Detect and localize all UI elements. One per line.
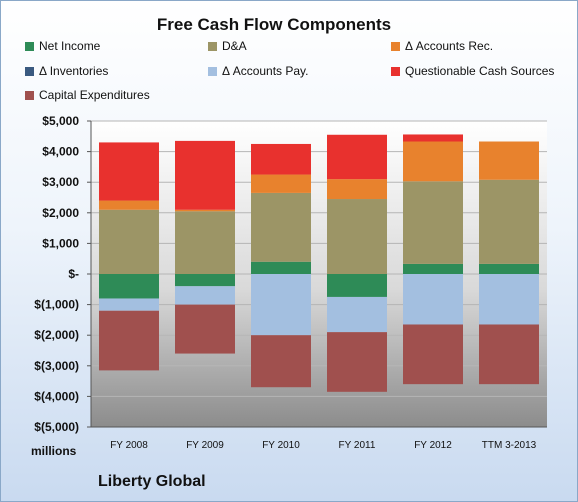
legend-label-accounts-pay: Δ Accounts Pay. bbox=[222, 64, 309, 78]
bar-segment bbox=[251, 192, 311, 262]
bar-segment bbox=[403, 274, 463, 325]
bar-segment bbox=[99, 298, 159, 311]
bar-segment bbox=[251, 274, 311, 336]
x-tick-label: FY 2012 bbox=[414, 440, 452, 451]
legend-item-net-income: Net Income bbox=[25, 39, 100, 53]
legend-item-accounts-pay: Δ Accounts Pay. bbox=[208, 64, 309, 78]
y-tick-label: $(4,000) bbox=[34, 389, 79, 403]
legend-swatch-accounts-pay bbox=[208, 66, 217, 76]
bar-segment bbox=[479, 141, 539, 180]
bar-segment bbox=[327, 296, 387, 333]
bar-segment bbox=[327, 332, 387, 392]
legend-item-questionable-cash: Questionable Cash Sources bbox=[391, 64, 554, 78]
bar-segment bbox=[327, 134, 387, 180]
bar-segment bbox=[251, 143, 311, 175]
legend-swatch-net-income bbox=[25, 41, 34, 51]
bar-segment bbox=[403, 263, 463, 274]
y-tick-label: $2,000 bbox=[42, 206, 79, 220]
x-tick-label: FY 2009 bbox=[186, 440, 224, 451]
y-tick-label: $- bbox=[68, 267, 79, 281]
legend-swatch-accounts-rec bbox=[391, 41, 400, 51]
legend-item-capex: Capital Expenditures bbox=[25, 88, 150, 102]
x-tick-label: FY 2008 bbox=[110, 440, 148, 451]
legend-label-questionable-cash: Questionable Cash Sources bbox=[405, 64, 555, 78]
y-tick-label: $1,000 bbox=[42, 236, 79, 250]
legend-label-accounts-rec: Δ Accounts Rec. bbox=[405, 39, 494, 53]
bar-segment bbox=[479, 179, 539, 264]
bar-segment bbox=[175, 274, 235, 287]
legend-item-accounts-rec: Δ Accounts Rec. bbox=[391, 39, 493, 53]
chart-title: Free Cash Flow Components bbox=[156, 15, 392, 34]
bar-segment bbox=[251, 261, 311, 274]
bar-segment bbox=[251, 174, 311, 193]
legend-swatch-questionable-cash bbox=[391, 66, 400, 76]
x-tick-label: FY 2011 bbox=[339, 440, 376, 451]
bar-segment bbox=[327, 274, 387, 297]
bar-segment bbox=[175, 304, 235, 354]
legend-item-inventories: Δ Inventories bbox=[25, 64, 108, 78]
legend-swatch-da bbox=[208, 41, 217, 51]
bar-segment bbox=[403, 134, 463, 142]
bar-segment bbox=[403, 141, 463, 182]
bar-segment bbox=[327, 179, 387, 200]
y-tick-label: $5,000 bbox=[42, 114, 79, 128]
legend-label-net-income: Net Income bbox=[39, 39, 101, 53]
legend-swatch-capex bbox=[25, 90, 34, 100]
bar-segment bbox=[175, 140, 235, 210]
bar-segment bbox=[251, 335, 311, 388]
bar-segment bbox=[99, 142, 159, 201]
y-tick-label: $(1,000) bbox=[34, 298, 79, 312]
y-tick-label: $(5,000) bbox=[34, 420, 79, 434]
legend-label-inventories: Δ Inventories bbox=[39, 64, 109, 78]
bar-segment bbox=[99, 200, 159, 210]
legend-label-da: D&A bbox=[222, 39, 247, 53]
bar-segment bbox=[99, 209, 159, 274]
y-tick-label: $(2,000) bbox=[34, 328, 79, 342]
bar-segment bbox=[403, 181, 463, 264]
bar-segment bbox=[479, 274, 539, 325]
bar-segment bbox=[99, 310, 159, 371]
company-label: Liberty Global bbox=[98, 473, 206, 490]
bar-segment bbox=[479, 324, 539, 385]
bar-segment bbox=[479, 263, 539, 274]
units-label: millions bbox=[31, 444, 77, 458]
legend-swatch-inventories bbox=[25, 66, 34, 76]
bar-segment bbox=[403, 324, 463, 385]
x-tick-label: TTM 3-2013 bbox=[482, 440, 537, 451]
y-tick-label: $3,000 bbox=[42, 175, 79, 189]
y-tick-label: $4,000 bbox=[42, 145, 79, 159]
bar-segment bbox=[175, 211, 235, 274]
x-tick-label: FY 2010 bbox=[262, 440, 300, 451]
y-tick-label: $(3,000) bbox=[34, 359, 79, 373]
legend-item-da: D&A bbox=[208, 39, 247, 53]
bar-segment bbox=[327, 199, 387, 274]
legend-label-capex: Capital Expenditures bbox=[39, 88, 150, 102]
bar-segment bbox=[99, 274, 159, 299]
bar-segment bbox=[175, 286, 235, 305]
bar-segment bbox=[175, 209, 235, 212]
